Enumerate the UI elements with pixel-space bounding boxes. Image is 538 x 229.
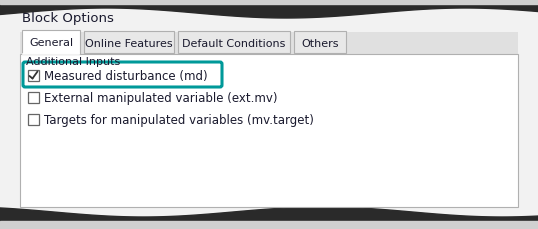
Text: External manipulated variable (ext.mv): External manipulated variable (ext.mv): [44, 92, 278, 105]
Text: Default Conditions: Default Conditions: [182, 39, 286, 49]
Text: Online Features: Online Features: [85, 39, 173, 49]
Bar: [294, 32, 346, 54]
Bar: [84, 32, 174, 54]
Bar: [28, 114, 39, 125]
Bar: [178, 32, 290, 54]
Bar: [20, 33, 518, 55]
Text: Additional Inputs: Additional Inputs: [26, 57, 121, 67]
Polygon shape: [0, 9, 538, 217]
Bar: [20, 55, 518, 207]
Text: Block Options: Block Options: [22, 12, 114, 25]
Text: Others: Others: [301, 39, 339, 49]
Bar: [28, 71, 39, 82]
Polygon shape: [0, 0, 538, 5]
FancyBboxPatch shape: [23, 63, 222, 88]
Text: Targets for manipulated variables (mv.target): Targets for manipulated variables (mv.ta…: [44, 114, 314, 126]
Text: Measured disturbance (md): Measured disturbance (md): [44, 70, 208, 83]
Polygon shape: [0, 0, 538, 19]
Polygon shape: [0, 221, 538, 229]
Bar: [22, 31, 80, 55]
Bar: [28, 93, 39, 104]
Text: General: General: [29, 38, 73, 48]
Polygon shape: [0, 207, 538, 229]
